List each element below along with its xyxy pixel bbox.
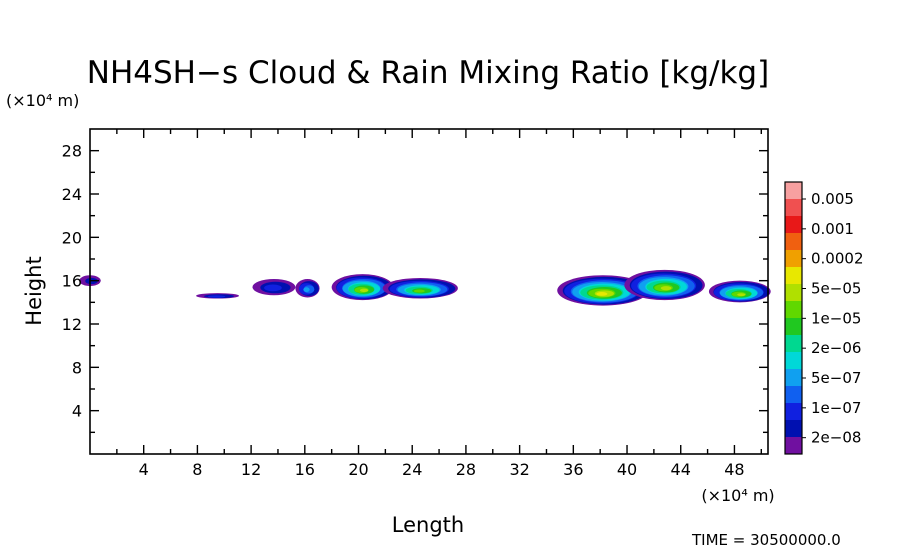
- colorbar-label: 1e−05: [811, 309, 861, 327]
- colorbar-swatch: [785, 233, 802, 251]
- y-axis-label: Height: [22, 256, 46, 325]
- cloud-region: [252, 279, 296, 296]
- colorbar-swatch: [785, 437, 802, 455]
- cloud-contour: [207, 295, 226, 298]
- x-tick-label: 44: [671, 460, 691, 479]
- colorbar-label: 2e−06: [811, 339, 861, 357]
- cloud-region: [624, 269, 705, 301]
- x-tick-label: 40: [617, 460, 637, 479]
- y-tick-label: 24: [62, 185, 82, 204]
- x-unit-label: (×10⁴ m): [701, 486, 774, 505]
- y-tick-label: 12: [62, 315, 82, 334]
- cloud-contour: [264, 284, 282, 292]
- y-axis: 4 8 12 16 20 24 28: [62, 142, 768, 434]
- cloud-contour: [303, 287, 310, 293]
- cloud-region: [295, 279, 320, 298]
- x-tick-label: 12: [241, 460, 261, 479]
- colorbar-swatch: [785, 386, 802, 404]
- colorbar-swatch: [785, 182, 802, 200]
- colorbar-swatch: [785, 284, 802, 302]
- colorbar-label: 5e−07: [811, 369, 861, 387]
- colorbar-label: 0.001: [811, 220, 854, 238]
- colorbar-label: 0.005: [811, 190, 854, 208]
- cloud-region: [331, 274, 394, 301]
- cloud-region: [382, 277, 458, 299]
- cloud-contour: [660, 286, 672, 291]
- colorbar-label: 5e−05: [811, 280, 861, 298]
- cloud-contour: [413, 289, 425, 293]
- cloud-contour: [596, 292, 608, 296]
- x-tick-label: 28: [456, 460, 476, 479]
- cloud-contour: [359, 288, 369, 293]
- colorbar-label: 1e−07: [811, 399, 861, 417]
- y-unit-label: (×10⁴ m): [6, 91, 79, 110]
- cloud-region: [196, 293, 240, 299]
- colorbar-swatch: [785, 335, 802, 353]
- time-label: TIME = 30500000.0: [692, 531, 841, 549]
- colorbar-swatch: [785, 420, 802, 438]
- x-tick-label: 16: [295, 460, 315, 479]
- x-tick-label: 36: [563, 460, 583, 479]
- colorbar-swatch: [785, 352, 802, 370]
- x-tick-label: 8: [192, 460, 202, 479]
- colorbar-label: 0.0002: [811, 250, 864, 268]
- x-axis-label: Length: [392, 513, 464, 537]
- colorbar-label: 2e−08: [811, 429, 861, 447]
- chart-title: NH4SH−s Cloud & Rain Mixing Ratio [kg/kg…: [87, 55, 769, 91]
- y-tick-label: 20: [62, 228, 82, 247]
- colorbar-swatch: [785, 199, 802, 217]
- colorbar-swatch: [785, 369, 802, 387]
- x-tick-label: 48: [724, 460, 744, 479]
- x-tick-label: 32: [509, 460, 529, 479]
- colorbar-swatch: [785, 250, 802, 268]
- colorbar-swatch: [785, 301, 802, 319]
- colorbar-swatch: [785, 403, 802, 421]
- cloud-region: [708, 280, 771, 303]
- colorbar-swatch: [785, 267, 802, 285]
- cloud-contour: [737, 293, 746, 297]
- y-tick-label: 4: [72, 402, 82, 421]
- cloud-field: [79, 269, 771, 306]
- x-axis: 4 8 12 16 20 24 28 32 36 40 44 48: [116, 129, 762, 479]
- y-tick-label: 8: [72, 358, 82, 377]
- y-tick-label: 16: [62, 272, 82, 291]
- plot-frame: [89, 128, 769, 455]
- x-tick-label: 20: [348, 460, 368, 479]
- colorbar-swatch: [785, 318, 802, 336]
- colorbar-swatch: [785, 216, 802, 234]
- y-tick-label: 28: [62, 142, 82, 161]
- x-tick-label: 24: [402, 460, 422, 479]
- colorbar: 0.005 0.001 0.0002 5e−05 1e−05 2e−06 5e−07 1e−0…: [784, 181, 864, 455]
- x-tick-label: 4: [139, 460, 149, 479]
